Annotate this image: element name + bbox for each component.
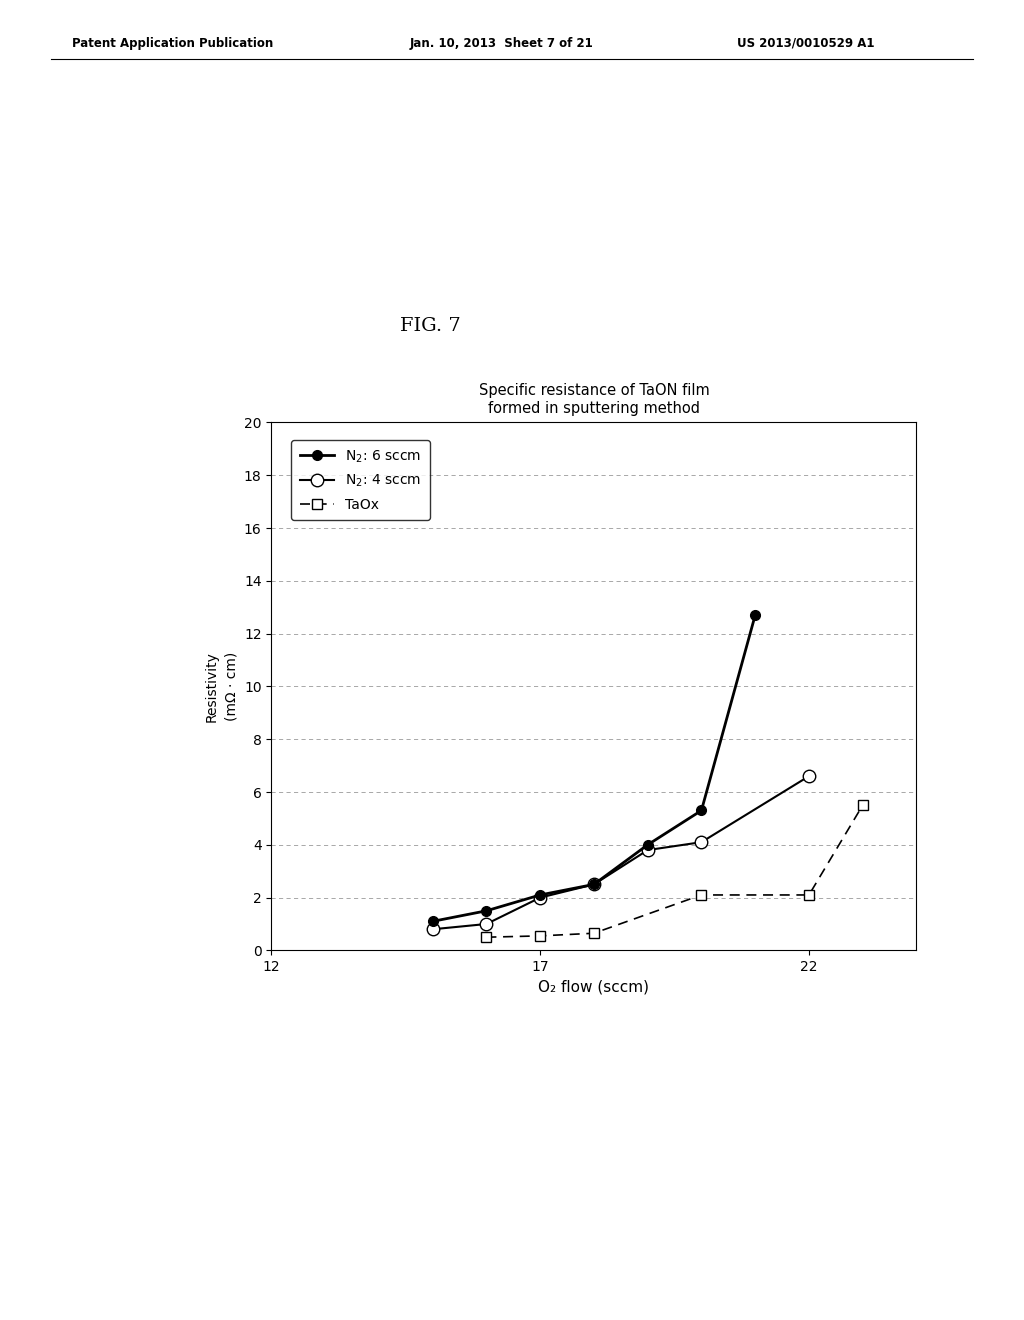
Y-axis label: Resistivity
(mΩ · cm): Resistivity (mΩ · cm) [205,651,239,722]
Text: Specific resistance of TaON film
formed in sputtering method: Specific resistance of TaON film formed … [478,383,710,416]
Text: Jan. 10, 2013  Sheet 7 of 21: Jan. 10, 2013 Sheet 7 of 21 [410,37,593,50]
X-axis label: O₂ flow (sccm): O₂ flow (sccm) [539,979,649,995]
Text: Patent Application Publication: Patent Application Publication [72,37,273,50]
Legend: N$_2$: 6 sccm, N$_2$: 4 sccm, TaOx: N$_2$: 6 sccm, N$_2$: 4 sccm, TaOx [291,440,430,520]
Text: FIG. 7: FIG. 7 [399,317,461,335]
Text: US 2013/0010529 A1: US 2013/0010529 A1 [737,37,874,50]
